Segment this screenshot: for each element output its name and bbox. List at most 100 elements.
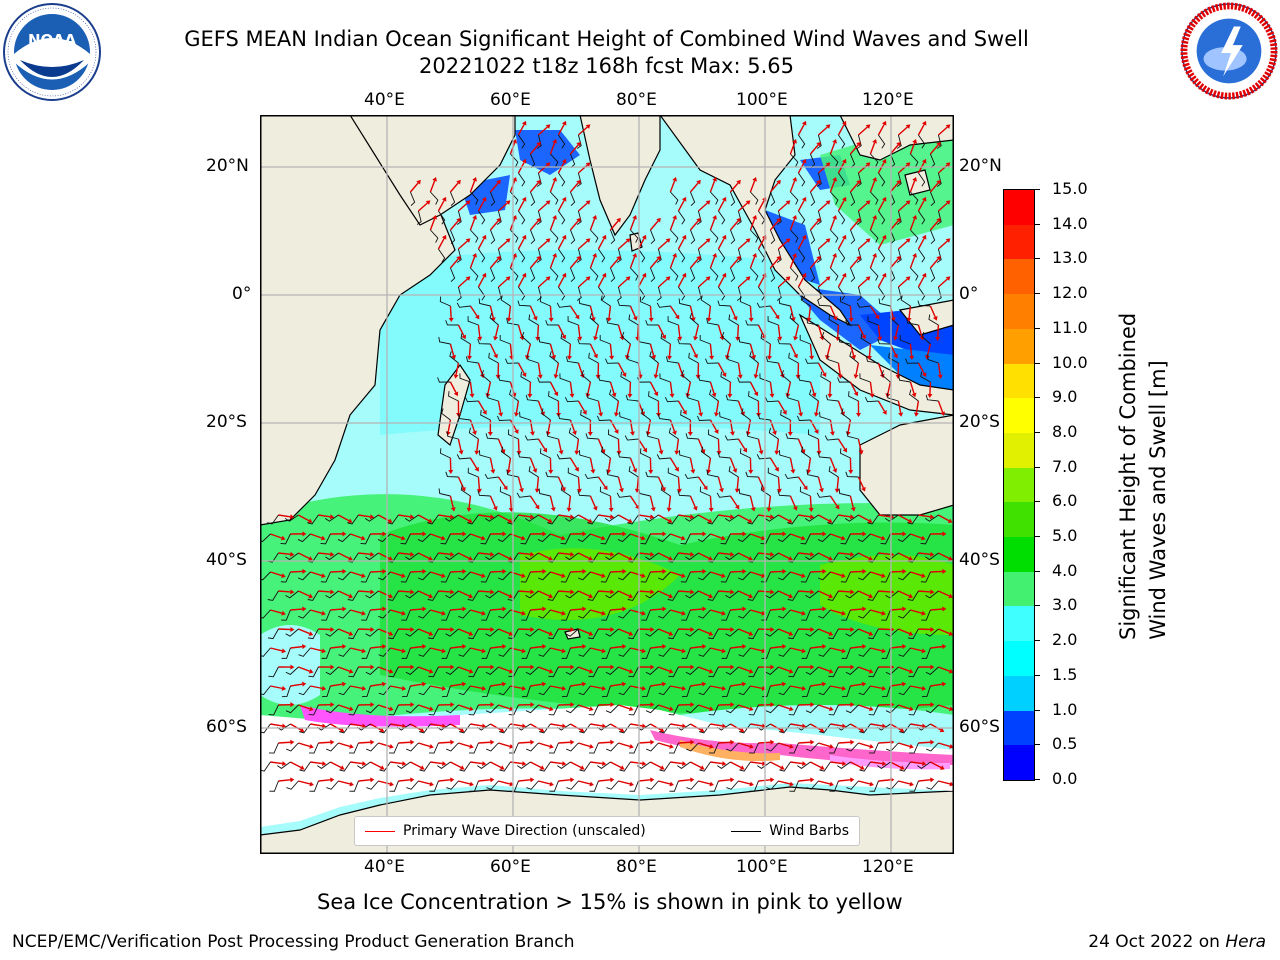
wave-arrow-head: [542, 606, 547, 612]
wave-arrow-head: [881, 685, 887, 691]
wave-direction-arrow: [757, 324, 765, 337]
wind-barb: [936, 172, 942, 187]
wave-direction-arrow: [930, 683, 943, 687]
wave-direction-arrow: [898, 780, 911, 785]
wave-arrow-head: [853, 391, 859, 397]
lat-tick-left-20s: 20°S: [206, 412, 247, 432]
wind-barb: [558, 210, 566, 225]
wave-arrow-head: [450, 551, 455, 557]
wave-direction-arrow: [817, 126, 828, 136]
wave-arrow-head: [536, 217, 541, 223]
wind-barb: [404, 514, 419, 522]
wave-arrow-head: [856, 412, 862, 417]
wind-barb: [761, 647, 771, 659]
wave-direction-arrow: [538, 590, 550, 597]
wave-direction-arrow: [737, 240, 748, 250]
wind-barb: [588, 628, 599, 640]
wave-arrow-head: [330, 627, 335, 633]
wind-barb: [545, 471, 559, 478]
wave-direction-arrow: [709, 381, 715, 394]
wave-arrow-head: [593, 353, 598, 359]
wave-arrow-head: [461, 486, 466, 492]
wind-barb: [284, 514, 299, 522]
colorbar-tick-mark: [1034, 536, 1040, 538]
wave-direction-arrow: [650, 761, 662, 769]
wind-barb: [698, 685, 711, 696]
wave-direction-arrow: [549, 180, 556, 193]
map-legend: Primary Wave Direction (unscaled) Wind B…: [354, 816, 860, 846]
wave-direction-arrow: [810, 608, 823, 611]
wind-barb: [798, 375, 811, 383]
colorbar-tick-mark: [1034, 362, 1040, 364]
wave-arrow-head: [541, 681, 547, 687]
wave-arrow-head: [490, 702, 495, 708]
wave-arrow-head: [681, 761, 687, 767]
wind-barb: [518, 210, 526, 225]
wave-direction-arrow: [438, 628, 451, 631]
wind-barb: [926, 742, 939, 752]
wave-arrow-head: [490, 317, 496, 322]
wave-direction-arrow: [578, 704, 591, 710]
wave-direction-arrow: [858, 780, 871, 785]
wave-arrow-head: [841, 761, 847, 767]
wind-barb: [629, 780, 639, 792]
wind-barb: [559, 373, 571, 383]
wind-barb: [765, 666, 779, 675]
wave-arrow-head: [752, 177, 757, 182]
wind-barb: [441, 408, 451, 421]
wave-arrow-head: [811, 392, 817, 398]
wave-direction-arrow: [829, 457, 836, 470]
wave-direction-arrow: [690, 570, 703, 573]
wave-arrow-head: [521, 648, 526, 654]
wind-barb: [321, 609, 331, 621]
wave-arrow-head: [401, 723, 407, 729]
wind-barb: [556, 454, 571, 460]
wind-barb: [870, 153, 879, 167]
wave-arrow-head: [822, 568, 827, 574]
wind-barb: [721, 331, 731, 345]
wind-barb: [309, 742, 319, 754]
wave-direction-arrow: [630, 571, 643, 577]
wave-direction-arrow: [657, 278, 668, 288]
wave-arrow-head: [641, 610, 646, 616]
wave-direction-arrow: [910, 533, 922, 539]
wave-arrow-head: [709, 355, 715, 360]
wave-arrow-head: [299, 765, 305, 770]
wave-direction-arrow: [869, 305, 878, 317]
wave-arrow-head: [502, 531, 507, 537]
wind-barb: [485, 628, 499, 637]
wave-direction-arrow: [577, 240, 588, 250]
wind-barb: [639, 296, 651, 307]
wave-direction-arrow: [837, 362, 841, 375]
wave-direction-arrow: [669, 381, 673, 394]
wave-arrow-head: [721, 372, 727, 378]
wave-arrow-head: [468, 631, 474, 636]
wind-barb: [484, 473, 499, 479]
wave-direction-arrow: [358, 779, 371, 782]
wave-direction-arrow: [549, 381, 557, 393]
wind-barb: [657, 533, 671, 543]
wave-arrow-head: [714, 429, 719, 434]
wave-arrow-head: [702, 531, 707, 537]
wave-arrow-head: [693, 336, 699, 341]
wind-barb: [678, 210, 686, 225]
wave-direction-arrow: [569, 220, 579, 231]
wave-arrow-head: [909, 743, 914, 749]
wind-barb: [298, 723, 311, 734]
wave-arrow-head: [881, 234, 887, 240]
wave-arrow-head: [561, 234, 567, 240]
wave-direction-arrow: [458, 514, 470, 522]
wind-barb: [748, 704, 759, 716]
wave-direction-arrow: [689, 305, 694, 318]
wave-direction-arrow: [557, 324, 565, 337]
wave-arrow-head: [441, 648, 446, 654]
wave-arrow-head: [487, 431, 493, 436]
wave-direction-arrow: [729, 305, 736, 318]
wave-arrow-head: [869, 393, 875, 398]
wave-arrow-head: [909, 355, 915, 360]
wave-direction-arrow: [590, 761, 603, 765]
wave-direction-arrow: [870, 609, 883, 614]
wind-barb: [767, 316, 779, 326]
wave-direction-arrow: [497, 240, 508, 250]
wind-barb: [658, 609, 671, 619]
